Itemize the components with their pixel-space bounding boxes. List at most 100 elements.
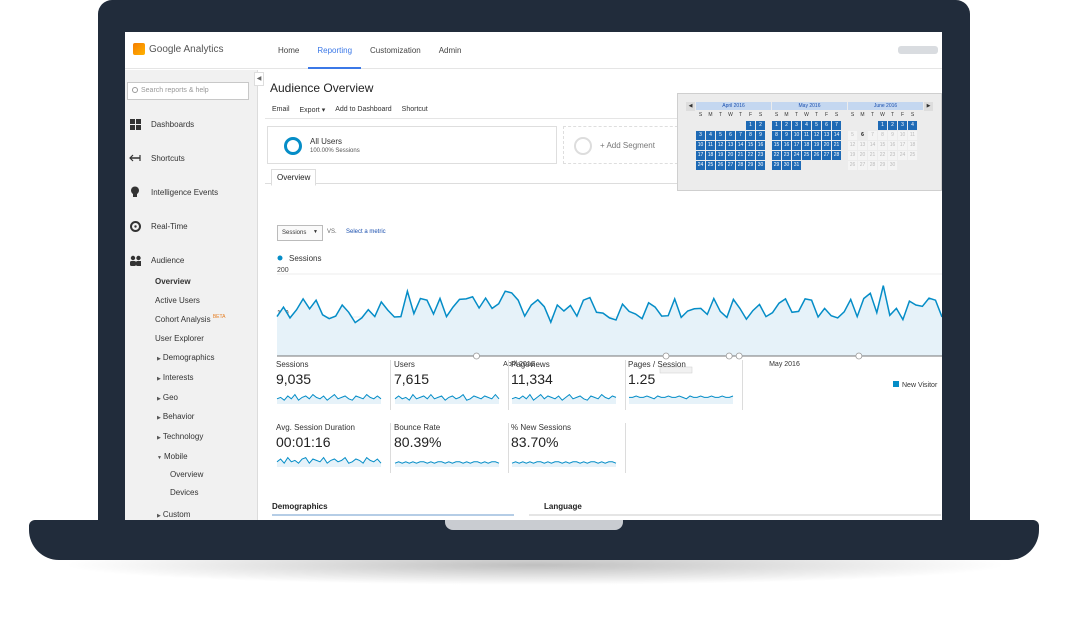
calendar-day[interactable]: 2 [888,121,897,130]
calendar-day[interactable]: 3 [696,131,705,140]
calendar-day[interactable]: 23 [782,151,791,160]
sidebar-item-shortcuts[interactable]: Shortcuts [129,152,185,164]
calendar-day[interactable]: 14 [736,141,745,150]
sidebar-collapse-button[interactable]: ◀ [254,72,264,86]
calendar-day[interactable]: 17 [696,151,705,160]
calendar-day[interactable]: 10 [792,131,801,140]
calendar-day[interactable]: 8 [878,131,887,140]
segment-all-users[interactable]: All Users 100.00% Sessions [267,126,557,164]
metric-card[interactable]: % New Sessions 83.70% [509,423,626,473]
calendar-day[interactable]: 5 [716,131,725,140]
calendar-day[interactable]: 13 [726,141,735,150]
calendar-day[interactable]: 5 [848,131,857,140]
sidebar-item-audience[interactable]: Audience [129,254,184,266]
calendar-day[interactable]: 7 [868,131,877,140]
calendar-day[interactable]: 15 [746,141,755,150]
calendar-day[interactable]: 30 [782,161,791,170]
calendar-day[interactable]: 14 [832,131,841,140]
calendar-day[interactable]: 21 [736,151,745,160]
calendar-day[interactable]: 6 [726,131,735,140]
metric-select[interactable]: Sessions ▼ [277,225,323,241]
sidebar-sub-technology[interactable]: ▶ Technology [157,432,203,441]
calendar-day[interactable]: 23 [888,151,897,160]
calendar-day[interactable]: 19 [812,141,821,150]
shortcut-button[interactable]: Shortcut [401,106,428,113]
calendar-day[interactable]: 25 [706,161,715,170]
email-button[interactable]: Email [272,106,290,113]
metric-card[interactable]: Sessions 9,035 [274,360,391,410]
calendar-day[interactable]: 30 [756,161,765,170]
calendar-day[interactable]: 17 [898,141,907,150]
calendar-day[interactable]: 26 [716,161,725,170]
calendar-day[interactable]: 18 [802,141,811,150]
calendar-day[interactable]: 21 [832,141,841,150]
annotation-marker[interactable] [662,352,670,360]
calendar-day[interactable]: 5 [812,121,821,130]
calendar-day[interactable]: 28 [736,161,745,170]
calendar-day[interactable]: 18 [706,151,715,160]
calendar-day[interactable]: 12 [848,141,857,150]
calendar-day[interactable]: 11 [908,131,917,140]
calendar-day[interactable]: 24 [696,161,705,170]
calendar-day[interactable]: 21 [868,151,877,160]
calendar-day[interactable]: 1 [878,121,887,130]
calendar-day[interactable]: 2 [756,121,765,130]
calendar-day[interactable]: 28 [868,161,877,170]
calendar-day[interactable]: 11 [706,141,715,150]
calendar-day[interactable]: 8 [746,131,755,140]
account-selector[interactable] [898,46,938,54]
calendar-day[interactable]: 15 [772,141,781,150]
calendar-day[interactable]: 28 [832,151,841,160]
calendar-day[interactable]: 16 [782,141,791,150]
calendar-day[interactable]: 19 [716,151,725,160]
calendar-day[interactable]: 24 [898,151,907,160]
calendar-day[interactable]: 22 [772,151,781,160]
calendar-day[interactable]: 10 [898,131,907,140]
calendar-day[interactable]: 9 [756,131,765,140]
tab-overview[interactable]: Overview [271,169,317,186]
nav-customization[interactable]: Customization [370,46,421,55]
add-to-dashboard-button[interactable]: Add to Dashboard [335,106,392,113]
export-button[interactable]: Export ▾ [299,107,326,114]
calendar-day[interactable]: 12 [812,131,821,140]
annotation-marker[interactable] [473,352,480,360]
calendar-day[interactable]: 22 [878,151,887,160]
calendar-day[interactable]: 29 [772,161,781,170]
sidebar-sub-overview[interactable]: Overview [155,277,191,286]
calendar-day[interactable]: 11 [802,131,811,140]
calendar-day[interactable]: 4 [908,121,917,130]
calendar-day[interactable]: 7 [736,131,745,140]
calendar-day[interactable]: 13 [822,131,831,140]
calendar-day[interactable]: 13 [858,141,867,150]
calendar-day[interactable]: 4 [706,131,715,140]
calendar-day[interactable]: 31 [792,161,801,170]
calendar-day[interactable]: 27 [822,151,831,160]
calendar-day[interactable]: 29 [878,161,887,170]
sidebar-sub-demographics[interactable]: ▶ Demographics [157,353,214,362]
sidebar-sub-cohort-analysis[interactable]: Cohort Analysis BETA [155,314,226,324]
calendar-day[interactable]: 16 [888,141,897,150]
metric-card[interactable]: Pages / Session 1.25 [626,360,743,410]
calendar-day[interactable]: 1 [746,121,755,130]
calendar-day[interactable]: 8 [772,131,781,140]
sidebar-sub-mobile[interactable]: ▼ Mobile [157,452,188,461]
calendar-day[interactable]: 18 [908,141,917,150]
calendar-day[interactable]: 2 [782,121,791,130]
calendar-day[interactable]: 3 [898,121,907,130]
calendar-day[interactable]: 7 [832,121,841,130]
chart-resize-handle[interactable] [659,366,693,374]
calendar-day[interactable]: 17 [792,141,801,150]
sidebar-sub-geo[interactable]: ▶ Geo [157,393,178,402]
sidebar-sub-active-users[interactable]: Active Users [155,296,200,305]
sidebar-sub-interests[interactable]: ▶ Interests [157,373,194,382]
nav-home[interactable]: Home [278,46,300,55]
calendar-day[interactable]: 10 [696,141,705,150]
calendar-day[interactable]: 15 [878,141,887,150]
calendar-day[interactable]: 26 [812,151,821,160]
calendar-day[interactable]: 19 [848,151,857,160]
metric-card[interactable]: Pageviews 11,334 [509,360,626,410]
calendar-day[interactable]: 25 [908,151,917,160]
calendar-day[interactable]: 3 [792,121,801,130]
calendar-day[interactable]: 23 [756,151,765,160]
calendar-day[interactable]: 26 [848,161,857,170]
